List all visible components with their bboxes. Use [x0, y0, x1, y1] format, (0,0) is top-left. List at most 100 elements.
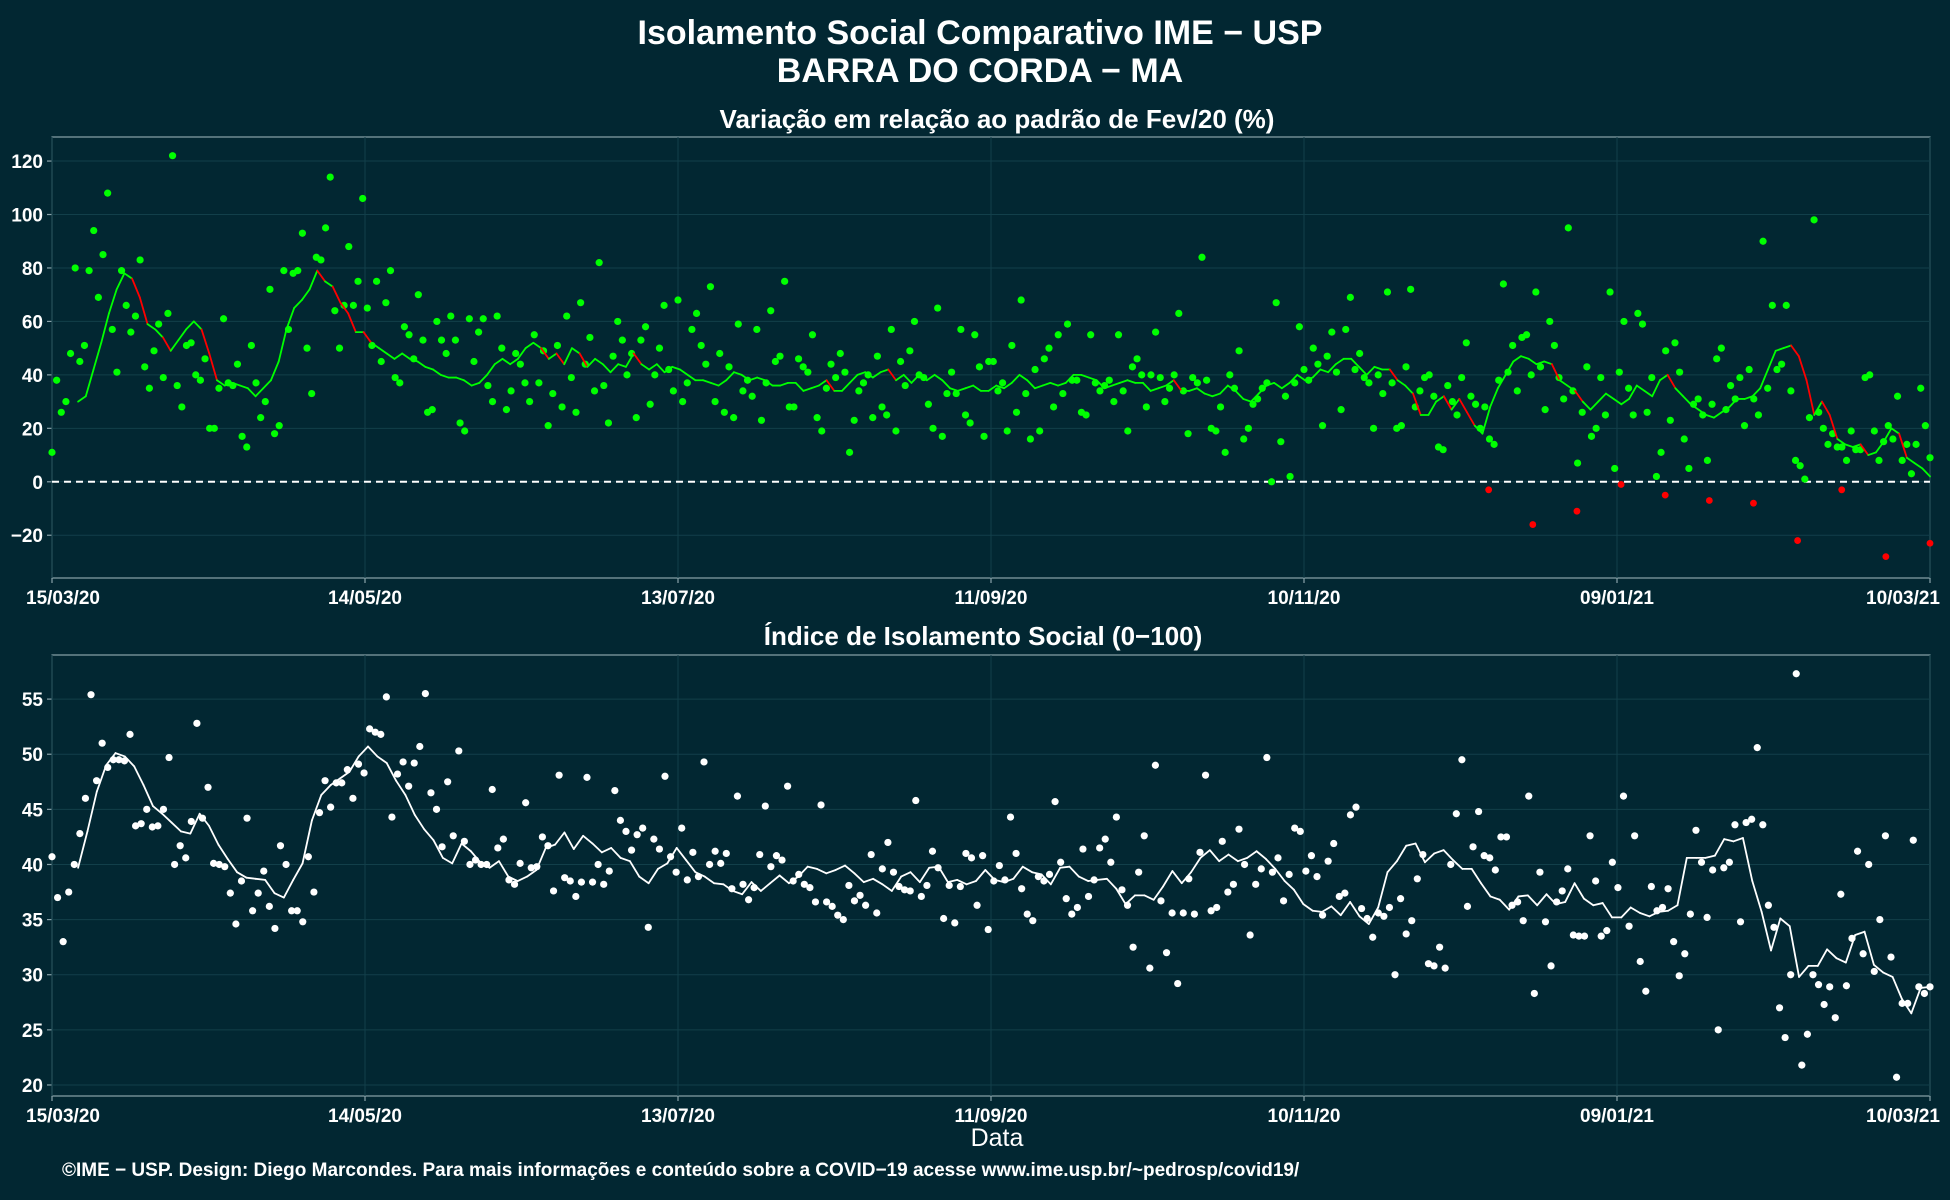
- data-point: [304, 853, 312, 861]
- moving-average-segment: [1620, 906, 1632, 919]
- data-point: [1826, 983, 1834, 991]
- data-point: [855, 387, 863, 395]
- data-point: [399, 758, 407, 766]
- data-point: [973, 901, 981, 909]
- data-point: [748, 392, 756, 400]
- moving-average-segment: [507, 875, 519, 882]
- y-tick-label: 60: [22, 312, 43, 333]
- data-point-negative: [1794, 537, 1802, 544]
- data-point: [1383, 288, 1392, 296]
- moving-average-segment: [918, 373, 928, 382]
- data-point: [1439, 446, 1447, 454]
- data-point: [131, 312, 140, 320]
- moving-average-segment: [872, 877, 884, 886]
- moving-average-segment: [524, 341, 535, 350]
- data-point: [1731, 821, 1739, 829]
- moving-average-segment: [1103, 384, 1113, 390]
- data-point: [804, 368, 812, 376]
- moving-average-segment: [1605, 392, 1615, 400]
- data-point: [827, 360, 835, 368]
- moving-average-segment: [460, 842, 472, 853]
- data-point: [294, 267, 302, 275]
- moving-average-segment: [856, 371, 867, 376]
- data-point: [421, 689, 429, 698]
- moving-average-segment: [1196, 387, 1206, 395]
- moving-average-segment: [236, 871, 248, 879]
- x-tick-label: 13/07/20: [641, 1106, 715, 1127]
- data-point: [783, 782, 792, 790]
- data-point: [878, 865, 886, 873]
- data-point: [637, 336, 645, 344]
- data-point: [940, 914, 948, 923]
- data-point: [516, 360, 524, 368]
- moving-average-segment: [1373, 365, 1384, 371]
- data-point: [419, 336, 427, 344]
- data-point: [966, 419, 974, 427]
- data-point: [321, 224, 330, 232]
- moving-average-segment: [1367, 906, 1380, 925]
- data-point: [1087, 331, 1095, 339]
- data-point: [391, 373, 399, 382]
- data-point: [521, 379, 529, 387]
- moving-average-segment: [357, 745, 369, 758]
- moving-average-segment: [956, 387, 967, 392]
- moving-average-segment: [401, 352, 411, 360]
- data-point: [479, 315, 487, 323]
- data-point: [1481, 403, 1489, 411]
- moving-average-segment: [1496, 373, 1507, 390]
- data-point: [1402, 363, 1410, 371]
- moving-average-segment: [1574, 390, 1584, 403]
- data-point: [1045, 870, 1054, 878]
- moving-average-segment: [316, 269, 326, 283]
- data-point: [1356, 349, 1364, 358]
- moving-average-segment: [1601, 902, 1613, 919]
- data-point: [951, 919, 959, 927]
- moving-average-segment: [788, 875, 800, 885]
- data-point: [600, 880, 608, 888]
- data-point: [1272, 299, 1280, 307]
- data-point: [1096, 844, 1104, 852]
- data-point: [1736, 373, 1744, 382]
- data-point: [1279, 897, 1288, 905]
- data-point: [1709, 866, 1717, 874]
- data-point: [845, 448, 854, 456]
- y-tick-label: 80: [22, 259, 43, 280]
- data-point: [498, 344, 506, 352]
- data-point: [1101, 835, 1109, 843]
- data-point: [906, 887, 914, 895]
- data-point: [836, 349, 844, 358]
- data-point: [1309, 344, 1317, 352]
- moving-average-segment: [1149, 387, 1160, 392]
- data-point: [48, 448, 56, 456]
- moving-average-segment: [416, 360, 427, 368]
- moving-average-segment: [509, 357, 519, 366]
- data-point: [808, 331, 817, 339]
- moving-average-segment: [347, 312, 357, 334]
- data-point: [1229, 880, 1238, 888]
- data-point: [1643, 408, 1651, 416]
- moving-average-segment: [591, 842, 603, 854]
- x-tick-label: 11/09/20: [955, 588, 1028, 609]
- data-point: [1054, 331, 1062, 339]
- moving-average-segment: [77, 830, 89, 869]
- data-point: [975, 363, 984, 371]
- moving-average-segment: [1404, 384, 1414, 395]
- data-point: [595, 259, 603, 267]
- data-point: [588, 878, 597, 886]
- data-point: [410, 759, 418, 767]
- moving-average-segment: [748, 376, 759, 382]
- data-point: [811, 898, 820, 906]
- moving-average-segment: [1581, 400, 1592, 411]
- moving-average-segment: [655, 363, 666, 374]
- moving-average-segment: [470, 850, 482, 864]
- moving-average-segment: [177, 328, 188, 342]
- moving-average-segment: [1003, 381, 1013, 390]
- data-point: [1624, 384, 1633, 392]
- data-point: [1413, 875, 1421, 883]
- moving-average-segment: [1520, 355, 1530, 360]
- data-point: [1634, 309, 1642, 317]
- data-point: [1781, 1033, 1789, 1042]
- data-point: [382, 693, 390, 701]
- moving-average-segment: [1545, 893, 1557, 906]
- data-point-negative: [1573, 507, 1581, 515]
